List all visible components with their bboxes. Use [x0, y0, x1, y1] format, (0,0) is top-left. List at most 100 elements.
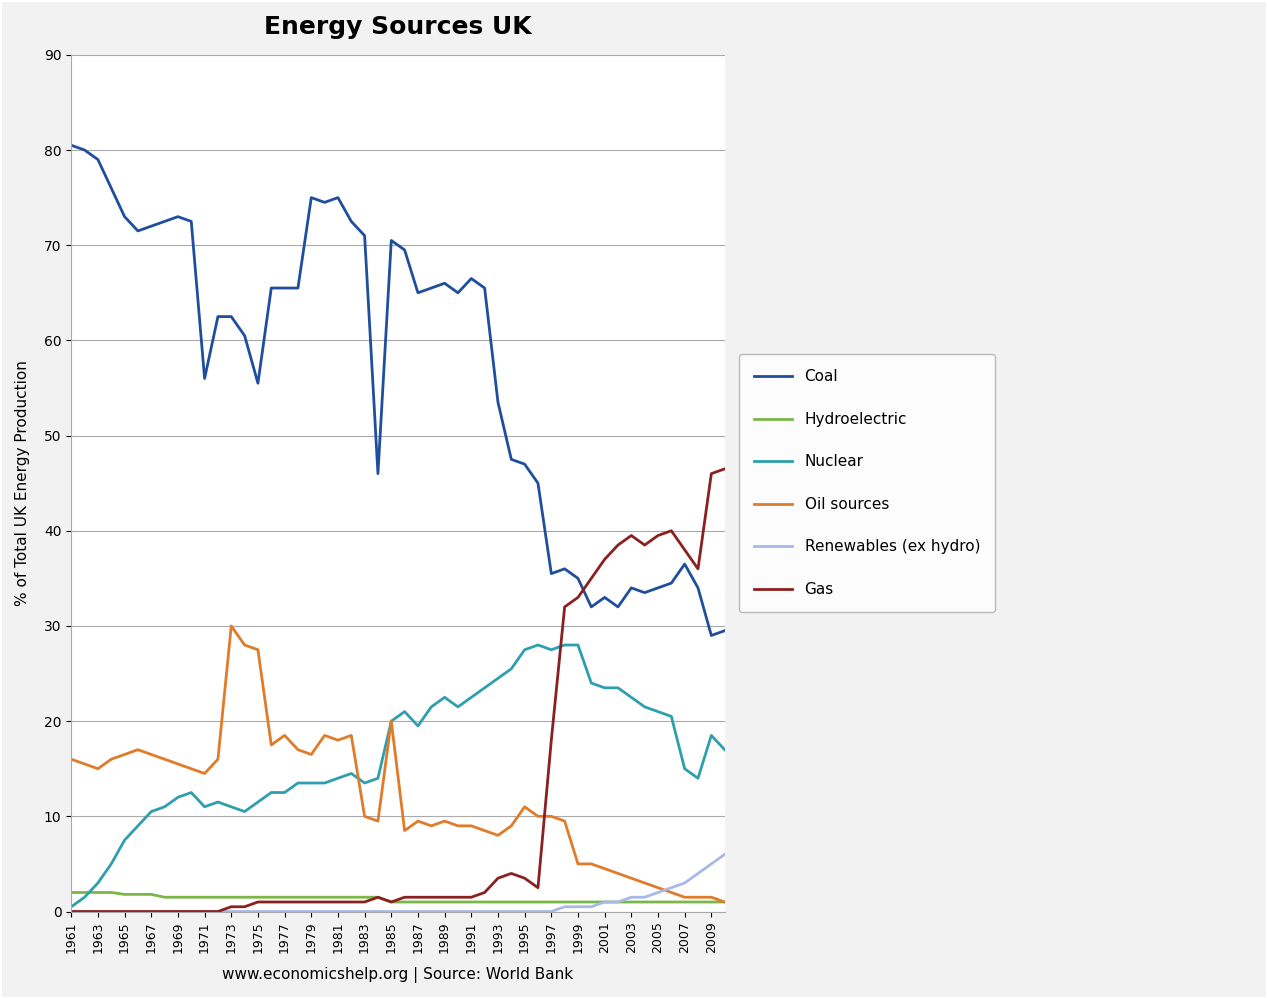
- Gas: [691, 563, 706, 575]
- Coal: [478, 282, 493, 294]
- Hydroelectric: [157, 891, 172, 903]
- Coal: [411, 286, 426, 298]
- Oil sources: [703, 891, 718, 903]
- Nuclear: [397, 706, 412, 718]
- Nuclear: [196, 800, 212, 812]
- Line: Nuclear: Nuclear: [71, 645, 725, 907]
- Renewables (ex hydro): [637, 891, 653, 903]
- Coal: [637, 587, 653, 599]
- Coal: [304, 192, 319, 204]
- Gas: [544, 735, 559, 747]
- Renewables (ex hydro): [117, 905, 132, 917]
- Coal: [664, 577, 679, 589]
- Oil sources: [63, 753, 79, 765]
- Oil sources: [357, 810, 372, 822]
- Oil sources: [210, 753, 226, 765]
- Renewables (ex hydro): [450, 905, 465, 917]
- Renewables (ex hydro): [224, 905, 239, 917]
- Nuclear: [90, 877, 105, 889]
- Renewables (ex hydro): [157, 905, 172, 917]
- Nuclear: [437, 692, 452, 704]
- Hydroelectric: [117, 888, 132, 900]
- Oil sources: [317, 730, 332, 742]
- Renewables (ex hydro): [210, 905, 226, 917]
- Oil sources: [104, 753, 119, 765]
- Oil sources: [650, 881, 665, 893]
- Nuclear: [104, 858, 119, 870]
- Hydroelectric: [677, 896, 692, 908]
- Oil sources: [384, 716, 399, 728]
- Gas: [370, 891, 385, 903]
- Line: Coal: Coal: [71, 146, 725, 636]
- Renewables (ex hydro): [423, 905, 438, 917]
- Nuclear: [664, 711, 679, 723]
- Nuclear: [224, 800, 239, 812]
- Gas: [437, 891, 452, 903]
- Gas: [196, 905, 212, 917]
- Hydroelectric: [304, 891, 319, 903]
- Nuclear: [557, 639, 573, 651]
- Gas: [131, 905, 146, 917]
- Renewables (ex hydro): [170, 905, 185, 917]
- Renewables (ex hydro): [517, 905, 532, 917]
- Oil sources: [170, 758, 185, 770]
- Oil sources: [143, 748, 158, 760]
- Gas: [264, 896, 279, 908]
- Oil sources: [237, 639, 252, 651]
- Nuclear: [317, 777, 332, 789]
- Hydroelectric: [357, 891, 372, 903]
- Hydroelectric: [423, 896, 438, 908]
- Gas: [317, 896, 332, 908]
- Hydroelectric: [251, 891, 266, 903]
- Renewables (ex hydro): [570, 901, 585, 913]
- Hydroelectric: [611, 896, 626, 908]
- Renewables (ex hydro): [703, 858, 718, 870]
- Gas: [584, 573, 599, 585]
- Nuclear: [343, 767, 359, 779]
- Nuclear: [597, 682, 612, 694]
- Oil sources: [251, 644, 266, 656]
- Oil sources: [517, 800, 532, 812]
- Oil sources: [490, 829, 506, 841]
- Nuclear: [131, 820, 146, 832]
- Gas: [464, 891, 479, 903]
- Nuclear: [490, 673, 506, 685]
- Gas: [677, 544, 692, 556]
- Oil sources: [450, 820, 465, 832]
- Nuclear: [691, 772, 706, 784]
- Oil sources: [117, 748, 132, 760]
- Oil sources: [331, 735, 346, 747]
- Renewables (ex hydro): [143, 905, 158, 917]
- Coal: [224, 310, 239, 322]
- Coal: [143, 221, 158, 233]
- Nuclear: [331, 772, 346, 784]
- Renewables (ex hydro): [343, 905, 359, 917]
- Coal: [277, 282, 293, 294]
- Coal: [623, 582, 639, 594]
- Gas: [224, 901, 239, 913]
- Gas: [290, 896, 305, 908]
- Coal: [384, 235, 399, 247]
- Hydroelectric: [264, 891, 279, 903]
- Nuclear: [450, 701, 465, 713]
- Renewables (ex hydro): [437, 905, 452, 917]
- Nuclear: [611, 682, 626, 694]
- Renewables (ex hydro): [611, 896, 626, 908]
- Nuclear: [170, 791, 185, 803]
- Renewables (ex hydro): [251, 905, 266, 917]
- Coal: [584, 601, 599, 613]
- Renewables (ex hydro): [184, 905, 199, 917]
- Hydroelectric: [170, 891, 185, 903]
- Gas: [277, 896, 293, 908]
- Renewables (ex hydro): [717, 848, 732, 860]
- Hydroelectric: [464, 896, 479, 908]
- Renewables (ex hydro): [264, 905, 279, 917]
- Coal: [264, 282, 279, 294]
- Nuclear: [251, 796, 266, 808]
- Coal: [357, 230, 372, 242]
- Hydroelectric: [490, 896, 506, 908]
- Renewables (ex hydro): [384, 905, 399, 917]
- Oil sources: [157, 753, 172, 765]
- Coal: [196, 372, 212, 384]
- Line: Oil sources: Oil sources: [71, 626, 725, 902]
